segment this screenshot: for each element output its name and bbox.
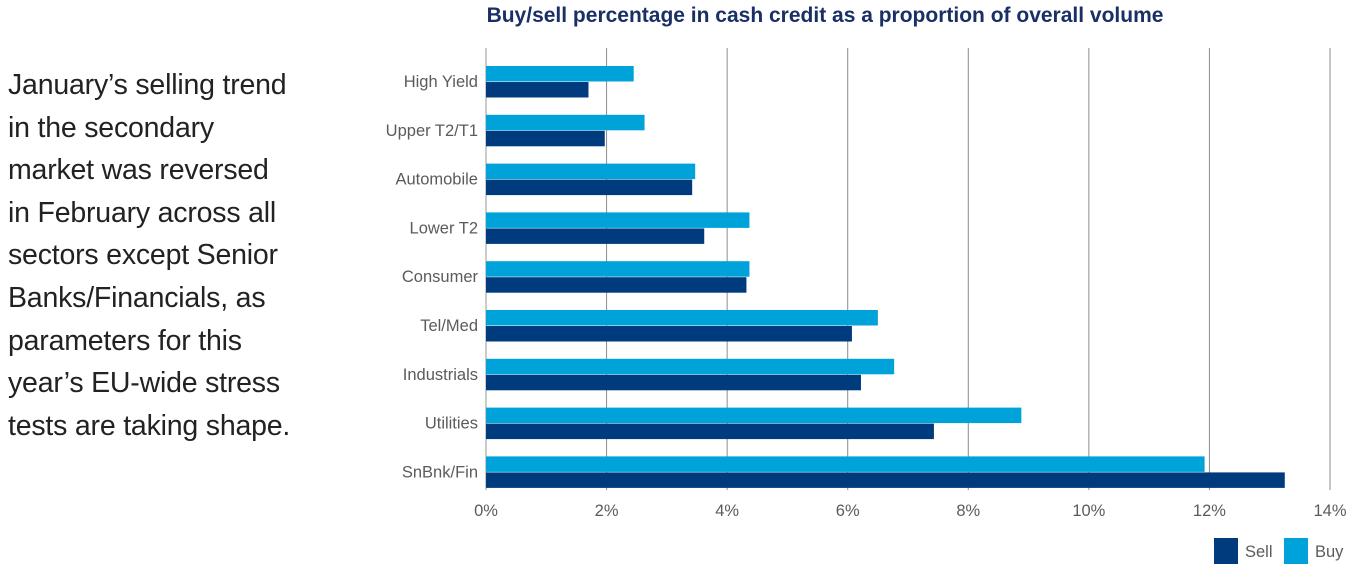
x-tick-label: 2%: [595, 502, 619, 520]
commentary-line: in February across all: [8, 196, 277, 229]
bar-sell: [486, 374, 861, 391]
commentary-line: in the secondary: [8, 111, 214, 144]
bar-buy: [486, 114, 645, 131]
x-tick-label: 10%: [1072, 502, 1105, 520]
commentary-text: January’s selling trend in the secondary…: [8, 64, 318, 447]
bar-sell: [486, 472, 1285, 488]
commentary-line: sectors except Senior: [8, 239, 278, 272]
x-tick-label: 6%: [836, 502, 860, 520]
commentary-line: year’s EU-wide stress: [8, 367, 280, 400]
x-tick-label: 12%: [1193, 502, 1226, 520]
bar-buy: [486, 456, 1205, 472]
bar-sell: [486, 326, 852, 342]
bar-buy: [486, 358, 895, 375]
x-tick-label: 14%: [1313, 502, 1346, 520]
x-tick-label: 4%: [715, 502, 739, 520]
bar-buy: [486, 66, 634, 82]
legend-swatch-buy: [1284, 538, 1308, 564]
category-label: Consumer: [402, 268, 479, 286]
x-tick-label: 8%: [956, 502, 980, 520]
commentary-line: market was reversed: [8, 154, 269, 187]
bar-buy: [486, 310, 878, 326]
bar-sell: [486, 82, 589, 98]
legend-label: Sell: [1245, 543, 1273, 561]
bar-sell: [486, 423, 934, 440]
bar-sell: [486, 228, 705, 244]
category-label: High Yield: [404, 73, 478, 91]
bar-buy: [486, 407, 1022, 424]
commentary-line: Banks/Financials, as: [8, 281, 266, 314]
category-label: Lower T2: [410, 219, 478, 237]
category-label: Utilities: [425, 415, 478, 433]
category-label: SnBnk/Fin: [402, 463, 478, 481]
bar-sell: [486, 277, 747, 293]
commentary-line: parameters for this: [8, 324, 242, 357]
bar-sell: [486, 179, 693, 196]
bar-buy: [486, 212, 750, 228]
bar-buy: [486, 261, 750, 277]
x-tick-label: 0%: [474, 502, 498, 520]
category-label: Industrials: [403, 366, 478, 384]
category-label: Tel/Med: [420, 317, 478, 335]
commentary-line: January’s selling trend: [8, 69, 287, 101]
category-label: Upper T2/T1: [386, 122, 478, 140]
bar-sell: [486, 130, 605, 147]
chart-title: Buy/sell percentage in cash credit as a …: [486, 4, 1164, 27]
legend-swatch-sell: [1214, 538, 1238, 564]
bar-buy: [486, 163, 696, 180]
commentary-line: tests are taking shape.: [8, 409, 291, 442]
category-label: Automobile: [395, 171, 478, 189]
legend-label: Buy: [1315, 543, 1344, 561]
